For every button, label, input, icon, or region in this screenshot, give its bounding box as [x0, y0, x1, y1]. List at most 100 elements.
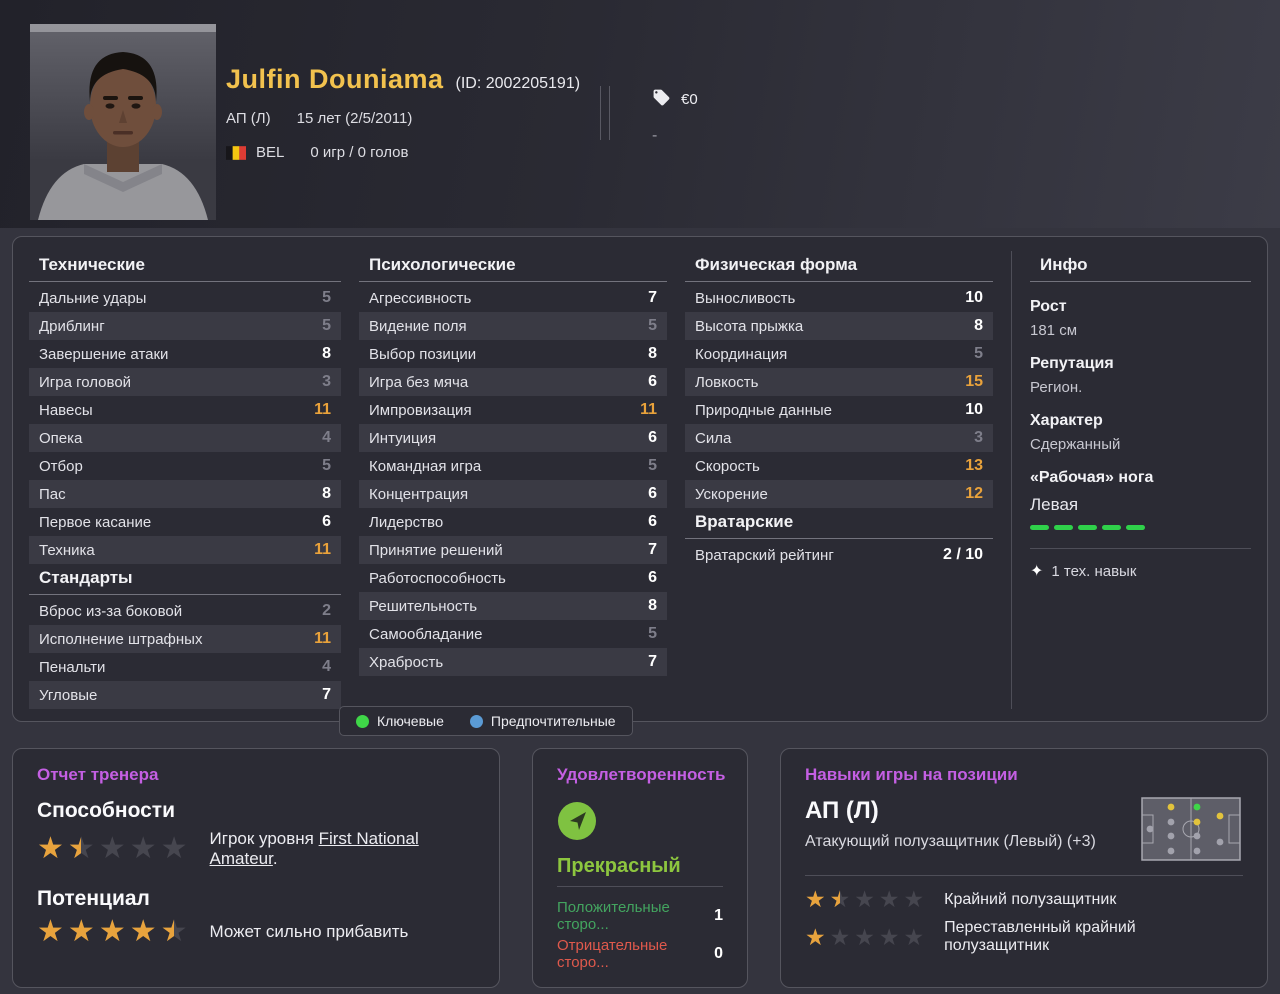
attribute-row: Высота прыжка 8: [685, 312, 993, 340]
attribute-value: 2 / 10: [942, 546, 983, 563]
attribute-value: 11: [640, 401, 657, 418]
star-icon: ★★: [37, 832, 64, 865]
attribute-value: 15: [965, 373, 983, 390]
technical-rows: Дальние удары 5 Дриблинг 5 Завершение атаки 8…: [29, 284, 341, 564]
attribute-row: Самообладание 5: [359, 620, 667, 648]
attribute-label: Храбрость: [369, 653, 444, 671]
belgium-flag-icon: [226, 145, 246, 160]
attribute-label: Лидерство: [369, 513, 444, 531]
star-icon: ★★: [67, 915, 95, 948]
player-position-dot: [1193, 847, 1201, 855]
player-position-dot: [1167, 803, 1175, 811]
attribute-value: 5: [648, 625, 657, 642]
star-icon: ★★: [129, 832, 157, 865]
player-position-dot: [1167, 832, 1175, 840]
attribute-row: Скорость 13: [685, 452, 993, 480]
attributes-legend: Ключевые Предпочтительные: [339, 706, 633, 736]
main-position-code: АП (Л): [805, 797, 879, 824]
psychological-rows: Агрессивность 7 Видение поля 5 Выбор позиции…: [359, 284, 667, 676]
header-divider: [600, 86, 601, 140]
player-record: 0 игр / 0 голов: [310, 144, 409, 161]
attribute-label: Навесы: [39, 401, 93, 419]
attribute-label: Высота прыжка: [695, 317, 804, 335]
foot-strength-bar: [1126, 525, 1145, 530]
attribute-row: Принятие решений 7: [359, 536, 667, 564]
attribute-label: Игра без мяча: [369, 373, 469, 391]
player-position-dot: [1193, 818, 1201, 826]
potential-heading: Потенциал: [37, 887, 150, 910]
attribute-row: Решительность 8: [359, 592, 667, 620]
negative-label: Отрицательные сторо...: [557, 937, 668, 971]
attribute-label: Принятие решений: [369, 541, 503, 559]
attribute-label: Вброс из-за боковой: [39, 602, 183, 620]
attribute-value: 4: [322, 658, 331, 675]
attribute-row: Природные данные 10: [685, 396, 993, 424]
section-title-set-pieces: Стандарты: [29, 564, 341, 595]
legend-preferred-item: Предпочтительные: [469, 713, 616, 729]
legend-preferred-label: Предпочтительные: [490, 713, 616, 729]
attribute-label: Видение поля: [369, 317, 467, 335]
attribute-row: Техника 11: [29, 536, 341, 564]
attribute-value: 8: [648, 345, 657, 362]
attribute-value: 8: [322, 345, 331, 362]
attribute-value: 4: [322, 429, 331, 446]
negative-row[interactable]: Отрицательные сторо... 0: [557, 937, 723, 971]
attribute-row: Опека 4: [29, 424, 341, 452]
foot-strength-bar: [1078, 525, 1097, 530]
attribute-row: Навесы 11: [29, 396, 341, 424]
attribute-value: 5: [322, 457, 331, 474]
attribute-label: Природные данные: [695, 401, 832, 419]
attribute-label: Концентрация: [369, 485, 469, 503]
attribute-label: Дриблинг: [39, 317, 105, 335]
star-icon: ★★: [805, 886, 826, 912]
attribute-row: Вброс из-за боковой 2: [29, 597, 341, 625]
attribute-value: 5: [322, 317, 331, 334]
player-nation-row: BEL 0 игр / 0 голов: [226, 144, 408, 161]
player-position-dot: [1167, 847, 1175, 855]
attribute-row: Лидерство 6: [359, 508, 667, 536]
attribute-value: 13: [965, 457, 983, 474]
player-id: (ID: 2002205191): [455, 75, 581, 92]
player-position-dot: [1146, 825, 1154, 833]
attribute-value: 11: [314, 541, 331, 558]
star-icon: ★★: [98, 915, 126, 948]
player-position-dot: [1193, 832, 1201, 840]
attributes-panel: Технические Дальние удары 5 Дриблинг 5 Завер…: [12, 236, 1268, 736]
satisfaction-status: Прекрасный: [557, 855, 681, 877]
attribute-label: Работоспособность: [369, 569, 506, 587]
foot-strength-bar: [1030, 525, 1049, 530]
other-positions-list: ★★★★★★★★★★ Крайний полузащитник ★★★★★★★★…: [805, 875, 1243, 955]
star-icon: ★★: [903, 886, 925, 912]
goalkeeping-rows: Вратарский рейтинг 2 / 10: [685, 541, 993, 569]
attribute-value: 6: [648, 485, 657, 502]
ability-heading: Способности: [37, 799, 175, 822]
attribute-row: Пас 8: [29, 480, 341, 508]
attribute-label: Первое касание: [39, 513, 152, 531]
satisfaction-card: Удовлетворенность Прекрасный Положительн…: [532, 748, 748, 988]
attribute-label: Импровизация: [369, 401, 472, 419]
attribute-row: Выносливость 10: [685, 284, 993, 312]
main-position-block: АП (Л) Атакующий полузащитник (Левый) (+…: [805, 797, 1243, 861]
player-name-row: Julfin Douniama (ID: 2002205191): [226, 64, 580, 95]
player-value-block: €0 -: [652, 88, 698, 145]
attribute-label: Завершение атаки: [39, 345, 169, 363]
potential-text: Может сильно прибавить: [209, 922, 409, 941]
player-portrait-image: [30, 24, 216, 220]
player-name: Julfin Douniama: [226, 64, 444, 94]
header-divider: [609, 86, 610, 140]
star-icon: ★★: [129, 915, 157, 948]
potential-star-rating: ★★★★★★★★★★: [37, 917, 192, 947]
positive-row[interactable]: Положительные сторо... 1: [557, 899, 723, 933]
technical-column: Технические Дальние удары 5 Дриблинг 5 Завер…: [29, 251, 341, 709]
star-icon: ★★: [829, 923, 851, 950]
level-link[interactable]: First National Amateur: [209, 829, 419, 868]
attribute-row: Интуиция 6: [359, 424, 667, 452]
player-header: Julfin Douniama (ID: 2002205191) АП (Л) …: [0, 0, 1280, 228]
preferred-attribute-dot-icon: [469, 714, 483, 728]
attribute-row: Вратарский рейтинг 2 / 10: [685, 541, 993, 569]
attribute-label: Выносливость: [695, 289, 796, 307]
attribute-label: Командная игра: [369, 457, 482, 475]
attribute-label: Дальние удары: [39, 289, 147, 307]
star-icon: ★★: [829, 886, 851, 912]
attribute-value: 5: [974, 345, 983, 362]
